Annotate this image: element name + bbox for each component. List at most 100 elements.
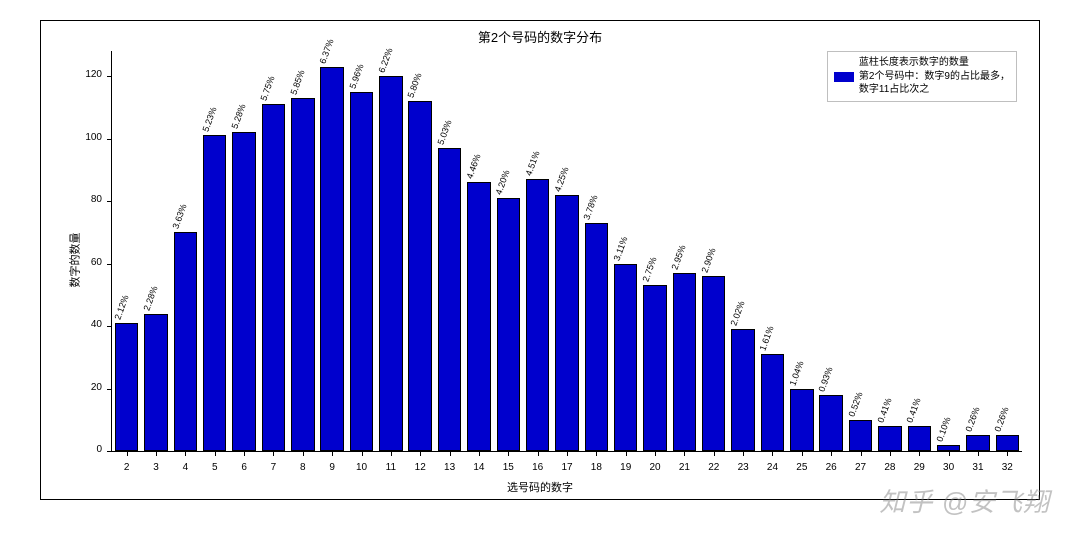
chart-frame: 第2个号码的数字分布 数字的数量 选号码的数字 2.12%2.28%3.63%5… [40,20,1040,500]
bar-slot: 4.25% [552,51,581,451]
bar-slot: 4.46% [464,51,493,451]
bar [408,101,431,451]
x-tick-label: 24 [767,462,778,473]
bar-slot: 4.20% [494,51,523,451]
bar [966,435,989,451]
x-tick [684,451,685,456]
y-axis-label: 数字的数量 [67,233,83,288]
x-tick [890,451,891,456]
x-tick [538,451,539,456]
bar-value-label: 5.80% [406,72,424,99]
bar-slot: 0.93% [817,51,846,451]
x-tick [714,451,715,456]
bar [203,135,226,451]
bar-slot: 0.41% [875,51,904,451]
bar-value-label: 0.41% [905,397,923,424]
bar-value-label: 4.46% [464,153,482,180]
bar-value-label: 3.11% [611,235,629,262]
bar-value-label: 0.26% [993,406,1011,433]
bar [144,314,167,452]
bar [497,198,520,451]
bar-slot: 3.11% [611,51,640,451]
bar [232,132,255,451]
bar [643,285,666,451]
x-tick-label: 29 [914,462,925,473]
x-tick [978,451,979,456]
bar-value-label: 2.12% [112,293,130,320]
x-tick-label: 23 [738,462,749,473]
x-tick [743,451,744,456]
bar-slot: 2.95% [670,51,699,451]
bar-value-label: 0.41% [875,397,893,424]
bar-value-label: 4.51% [523,150,541,177]
x-tick [831,451,832,456]
x-tick [949,451,950,456]
bar [174,232,197,451]
x-tick-label: 21 [679,462,690,473]
bar-slot: 1.04% [787,51,816,451]
bar-slot: 3.78% [582,51,611,451]
x-tick [919,451,920,456]
bar-value-label: 5.85% [288,68,306,95]
bar-value-label: 2.75% [641,256,659,283]
bar-slot: 6.37% [317,51,346,451]
x-tick-label: 10 [356,462,367,473]
bar-value-label: 6.22% [376,47,394,74]
x-tick-label: 15 [503,462,514,473]
x-tick-label: 28 [884,462,895,473]
bar [702,276,725,451]
bar-slot: 2.75% [640,51,669,451]
bar-value-label: 2.90% [699,247,717,274]
legend: 蓝柱长度表示数字的数量第2个号码中：数字9的占比最多，数字11占比次之 [827,51,1017,102]
bar [849,420,872,451]
x-tick-label: 30 [943,462,954,473]
x-tick [391,451,392,456]
bar [614,264,637,452]
bar [350,92,373,451]
bar-slot: 5.75% [259,51,288,451]
bars-container: 2.12%2.28%3.63%5.23%5.28%5.75%5.85%6.37%… [112,51,1022,451]
x-tick-label: 6 [241,462,247,473]
x-tick [273,451,274,456]
x-tick [244,451,245,456]
bar-slot: 2.28% [141,51,170,451]
x-tick [567,451,568,456]
x-tick-label: 27 [855,462,866,473]
x-tick-label: 12 [415,462,426,473]
x-tick-label: 5 [212,462,218,473]
bar-slot: 2.12% [112,51,141,451]
x-tick [215,451,216,456]
bar-value-label: 5.75% [259,75,277,102]
bar-slot: 2.02% [728,51,757,451]
x-tick-label: 14 [473,462,484,473]
x-tick [332,451,333,456]
x-tick [802,451,803,456]
bar [996,435,1019,451]
bar-slot: 0.10% [934,51,963,451]
y-tick-label: 0 [96,444,102,455]
x-tick-label: 9 [329,462,335,473]
y-tick-label: 100 [85,132,102,143]
bar-value-label: 0.52% [846,390,864,417]
bar [585,223,608,451]
bar-slot: 1.61% [758,51,787,451]
bar [673,273,696,451]
x-tick [450,451,451,456]
bar [379,76,402,451]
x-tick-label: 4 [183,462,189,473]
x-tick-label: 19 [620,462,631,473]
x-tick-label: 20 [650,462,661,473]
x-tick-label: 26 [826,462,837,473]
x-tick [479,451,480,456]
bar [908,426,931,451]
bar-value-label: 1.61% [758,325,776,352]
x-tick [185,451,186,456]
legend-swatch [834,58,854,68]
bar-slot: 0.26% [963,51,992,451]
bar [731,329,754,451]
bar-value-label: 3.78% [582,193,600,220]
bar [878,426,901,451]
x-tick [655,451,656,456]
bar-value-label: 0.26% [963,406,981,433]
x-tick-label: 2 [124,462,130,473]
